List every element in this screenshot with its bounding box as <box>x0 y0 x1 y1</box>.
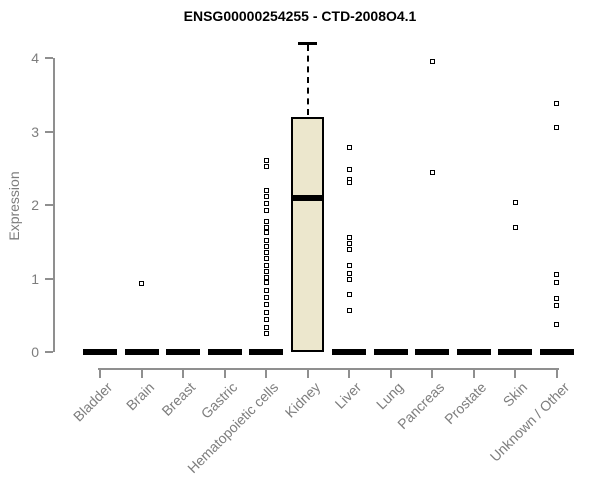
outlier-point <box>263 207 269 213</box>
outlier-point <box>429 170 435 176</box>
outlier-point <box>263 194 269 200</box>
outlier-point <box>346 262 352 268</box>
x-axis-tick <box>265 370 267 378</box>
outlier-point <box>263 309 269 315</box>
outlier-point <box>263 317 269 323</box>
collapsed-boxplot-bar <box>249 349 283 355</box>
x-axis-tick <box>472 370 475 378</box>
x-axis-tick <box>348 370 350 378</box>
outlier-point <box>263 237 269 243</box>
outlier-point <box>346 180 352 186</box>
outlier-point <box>346 307 352 313</box>
x-axis-tick <box>223 370 226 378</box>
collapsed-boxplot-bar <box>166 349 200 355</box>
collapsed-boxplot-bar <box>498 349 532 355</box>
outlier-point <box>512 225 518 231</box>
outlier-point <box>263 157 269 163</box>
collapsed-boxplot-bar <box>373 349 408 355</box>
x-axis-tick <box>389 370 392 378</box>
chart-title: ENSG00000254255 - CTD-2008O4.1 <box>183 8 417 24</box>
collapsed-boxplot-bar <box>415 349 449 355</box>
upper-whisker <box>306 45 309 115</box>
y-axis-tick <box>45 351 53 353</box>
outlier-point <box>554 295 559 301</box>
y-tick-label: 1 <box>31 270 39 287</box>
collapsed-boxplot-bar <box>539 349 574 355</box>
y-axis-tick <box>45 130 53 133</box>
outlier-point <box>263 164 269 170</box>
collapsed-boxplot-bar <box>83 349 117 355</box>
outlier-point <box>346 167 352 173</box>
y-tick-label: 0 <box>31 344 39 360</box>
x-axis-tick <box>555 370 558 378</box>
outlier-point <box>512 199 518 205</box>
outlier-point <box>263 224 269 230</box>
outlier-point <box>263 256 269 262</box>
outlier-point <box>554 303 559 309</box>
upper-whisker-cap <box>298 42 317 46</box>
outlier-point <box>346 247 352 253</box>
outlier-point <box>263 295 269 301</box>
x-axis-line <box>98 368 559 370</box>
outlier-point <box>263 187 269 193</box>
outlier-point <box>346 145 352 151</box>
y-axis-tick <box>45 277 53 280</box>
outlier-point <box>554 272 559 278</box>
outlier-point <box>554 322 559 328</box>
outlier-point <box>554 101 559 107</box>
collapsed-boxplot-bar <box>207 349 242 355</box>
collapsed-boxplot-bar <box>332 349 366 355</box>
y-axis-line <box>53 58 55 352</box>
outlier-point <box>263 325 269 331</box>
collapsed-boxplot-bar <box>124 349 159 355</box>
x-axis-tick <box>140 370 143 378</box>
y-axis-tick <box>45 57 53 59</box>
outlier-point <box>263 302 269 308</box>
outlier-point <box>346 270 352 276</box>
outlier-point <box>554 124 559 130</box>
outlier-point <box>263 280 269 286</box>
outlier-point <box>263 218 269 224</box>
outlier-point <box>263 287 269 293</box>
boxplot-box <box>291 116 324 352</box>
outlier-point <box>263 262 269 268</box>
outlier-point <box>263 274 269 280</box>
collapsed-boxplot-bar <box>456 349 491 355</box>
x-axis-tick <box>514 370 516 378</box>
y-axis-tick <box>45 204 53 206</box>
outlier-point <box>263 331 269 337</box>
boxplot-median <box>293 194 322 201</box>
outlier-point <box>429 59 435 65</box>
outlier-point <box>346 277 352 283</box>
x-axis-tick <box>99 370 101 378</box>
y-tick-label: 3 <box>31 123 39 140</box>
outlier-point <box>263 268 269 274</box>
outlier-point <box>263 201 269 207</box>
outlier-point <box>346 292 352 298</box>
outlier-point <box>263 230 269 236</box>
x-axis-tick <box>182 370 184 378</box>
outlier-point <box>263 250 269 256</box>
outlier-point <box>263 244 269 250</box>
outlier-point <box>554 280 559 286</box>
outlier-point <box>139 281 144 287</box>
x-axis-tick <box>306 370 309 378</box>
outlier-point <box>346 240 352 246</box>
y-tick-label: 4 <box>31 50 39 66</box>
y-tick-label: 2 <box>31 197 39 213</box>
outlier-point <box>346 234 352 240</box>
x-axis-tick <box>431 370 433 378</box>
